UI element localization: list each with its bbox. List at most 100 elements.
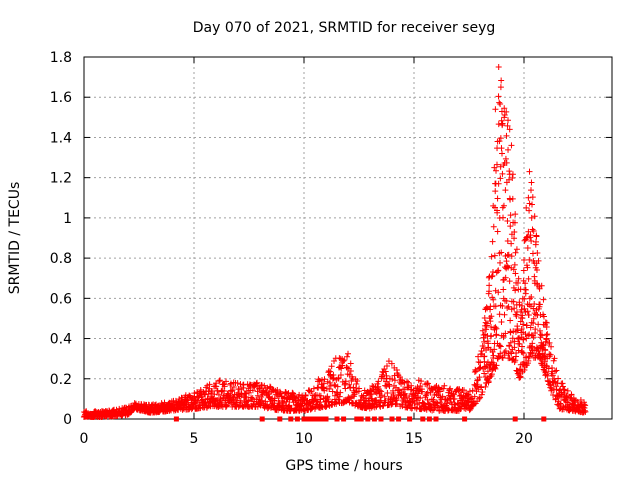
data-point [525, 228, 532, 235]
data-point [245, 397, 252, 404]
zero-marker [433, 416, 439, 422]
data-point [582, 402, 589, 409]
data-point [518, 326, 525, 333]
data-point [509, 335, 516, 342]
data-point [230, 383, 237, 390]
data-point [481, 370, 488, 377]
data-point [522, 280, 529, 287]
data-point [326, 379, 333, 386]
data-point [340, 358, 347, 365]
data-point [497, 259, 504, 266]
data-point [511, 261, 518, 268]
data-point [530, 334, 537, 341]
data-point [526, 207, 533, 214]
data-point [533, 233, 540, 240]
data-point [424, 396, 431, 403]
data-point [501, 352, 508, 359]
data-point [498, 145, 505, 152]
data-point [512, 249, 519, 256]
data-point [582, 408, 589, 415]
data-point [376, 387, 383, 394]
data-point [507, 212, 514, 219]
data-point [530, 227, 537, 234]
data-point [356, 385, 363, 392]
data-point [255, 385, 262, 392]
data-point [510, 284, 517, 291]
data-point [560, 386, 567, 393]
data-point [492, 106, 499, 113]
data-point [320, 380, 327, 387]
plot-frame [83, 56, 613, 420]
data-point [514, 280, 521, 287]
zero-marker [396, 416, 402, 422]
data-point [521, 237, 528, 244]
data-point [338, 365, 345, 372]
data-point [523, 204, 530, 211]
y-tick-label: 0.4 [50, 332, 72, 348]
data-point [259, 397, 266, 404]
data-point [541, 353, 548, 360]
data-point [391, 377, 398, 384]
data-point [568, 391, 575, 398]
data-point [493, 167, 500, 174]
data-point [485, 378, 492, 385]
data-point [399, 403, 406, 410]
data-point [507, 329, 514, 336]
data-point [512, 211, 519, 218]
data-point [268, 396, 275, 403]
data-point [520, 359, 527, 366]
data-point [249, 395, 256, 402]
data-point [191, 393, 198, 400]
data-point [296, 391, 303, 398]
data-point [213, 383, 220, 390]
data-point [302, 392, 309, 399]
data-point [483, 326, 490, 333]
data-point [536, 327, 543, 334]
data-point [496, 99, 503, 106]
data-point [492, 365, 499, 372]
data-point [527, 232, 534, 239]
data-point [474, 382, 481, 389]
data-point [424, 380, 431, 387]
data-point [493, 331, 500, 338]
data-point [528, 179, 535, 186]
data-point [249, 387, 256, 394]
data-point [328, 363, 335, 370]
data-point [505, 303, 512, 310]
x-tick-label: 0 [80, 431, 89, 447]
data-point [509, 171, 516, 178]
data-point [532, 326, 539, 333]
data-point [502, 187, 509, 194]
data-point [326, 386, 333, 393]
data-point [501, 114, 508, 121]
data-point [209, 388, 216, 394]
data-point [511, 338, 518, 345]
data-point [347, 367, 354, 374]
data-point [535, 321, 542, 328]
data-point [440, 385, 447, 392]
data-point [500, 334, 507, 341]
data-point [497, 101, 504, 108]
data-point [512, 287, 519, 294]
data-point [508, 253, 515, 260]
data-point [494, 228, 501, 235]
data-point [384, 390, 391, 397]
data-point [317, 392, 324, 399]
x-tick-label: 5 [190, 431, 199, 447]
data-point [510, 328, 517, 335]
data-point [447, 385, 454, 392]
data-point [546, 353, 553, 360]
zero-marker [358, 416, 364, 422]
data-point [316, 399, 323, 406]
data-point [515, 275, 522, 282]
data-point [487, 318, 494, 325]
zero-marker [420, 416, 426, 422]
chart-title: Day 070 of 2021, SRMTID for receiver sey… [193, 20, 496, 36]
data-point [498, 319, 505, 326]
data-point [506, 343, 513, 350]
y-tick-label: 1 [63, 211, 72, 227]
data-point [525, 194, 532, 201]
data-point [524, 234, 531, 241]
zero-marker [288, 416, 294, 422]
data-point [354, 377, 361, 384]
